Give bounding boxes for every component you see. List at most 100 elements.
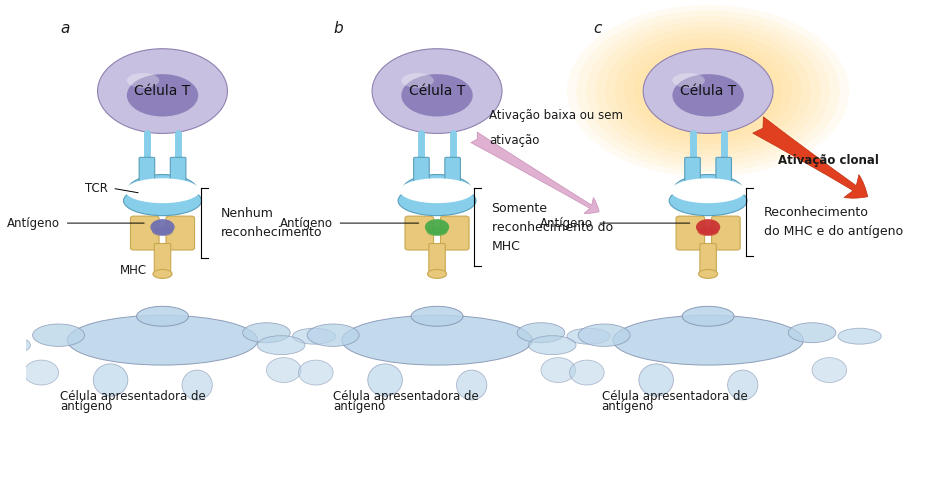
Text: Somente: Somente [492,202,547,215]
Ellipse shape [682,306,734,326]
Ellipse shape [411,306,463,326]
Ellipse shape [669,186,747,215]
Ellipse shape [298,360,333,385]
Ellipse shape [342,315,532,365]
Text: TCR: TCR [85,182,108,195]
Ellipse shape [812,358,846,383]
Text: Antígeno: Antígeno [7,216,60,229]
Text: MHC: MHC [119,264,147,277]
Ellipse shape [425,176,464,210]
Ellipse shape [267,358,301,383]
Ellipse shape [578,324,631,346]
Ellipse shape [633,43,782,139]
Text: Reconhecimento: Reconhecimento [764,206,869,219]
Text: reconhecimento: reconhecimento [220,226,322,239]
Text: Célula apresentadora de: Célula apresentadora de [602,390,747,403]
Text: c: c [593,22,601,36]
Ellipse shape [788,323,836,343]
Ellipse shape [425,219,449,235]
Ellipse shape [257,336,305,355]
Ellipse shape [673,174,744,207]
Ellipse shape [151,176,190,210]
Ellipse shape [94,364,128,396]
Ellipse shape [605,27,811,155]
Ellipse shape [644,49,773,133]
Ellipse shape [182,370,212,400]
Ellipse shape [615,32,802,150]
Ellipse shape [569,360,604,385]
Ellipse shape [670,178,745,203]
Ellipse shape [24,360,58,385]
Ellipse shape [410,176,449,210]
Ellipse shape [402,174,472,207]
Text: antígeno: antígeno [602,400,654,413]
FancyBboxPatch shape [711,216,740,250]
Ellipse shape [672,74,744,116]
Ellipse shape [457,370,487,400]
Ellipse shape [586,16,831,166]
FancyBboxPatch shape [414,157,430,194]
Text: Ativação clonal: Ativação clonal [778,154,879,167]
Text: Célula apresentadora de: Célula apresentadora de [333,390,479,403]
Text: Nenhum: Nenhum [220,207,273,220]
Ellipse shape [307,324,359,346]
Ellipse shape [401,73,433,88]
Text: Célula apresentadora de: Célula apresentadora de [60,390,206,403]
FancyBboxPatch shape [676,216,705,250]
Ellipse shape [400,178,474,203]
Ellipse shape [153,270,172,279]
Ellipse shape [428,270,446,279]
Ellipse shape [135,176,174,210]
FancyBboxPatch shape [429,243,445,277]
FancyBboxPatch shape [405,216,433,250]
Ellipse shape [567,5,849,177]
Ellipse shape [32,324,84,346]
FancyBboxPatch shape [700,243,717,277]
Ellipse shape [624,38,792,144]
Ellipse shape [152,227,173,236]
Ellipse shape [150,219,175,235]
Ellipse shape [517,323,565,343]
FancyBboxPatch shape [716,157,732,194]
Ellipse shape [529,336,576,355]
Ellipse shape [368,364,403,396]
Ellipse shape [128,174,197,207]
Text: antígeno: antígeno [333,400,385,413]
Ellipse shape [293,328,336,344]
Text: MHC: MHC [492,240,520,253]
Ellipse shape [398,186,476,215]
FancyBboxPatch shape [155,243,170,277]
Ellipse shape [123,186,202,215]
Ellipse shape [68,315,257,365]
FancyBboxPatch shape [166,216,194,250]
Ellipse shape [541,358,576,383]
Text: Célula T: Célula T [680,84,736,98]
Ellipse shape [696,176,735,210]
Ellipse shape [567,328,610,344]
Ellipse shape [728,370,757,400]
Text: reconhecimento do: reconhecimento do [492,221,613,234]
Ellipse shape [427,227,447,236]
Text: ativação: ativação [489,134,539,147]
Ellipse shape [577,11,840,172]
Text: Antígeno: Antígeno [540,216,593,229]
Ellipse shape [0,336,31,355]
Ellipse shape [838,328,882,344]
Ellipse shape [681,176,720,210]
Ellipse shape [125,178,200,203]
Text: b: b [333,22,343,36]
Ellipse shape [697,227,719,236]
Ellipse shape [698,270,718,279]
Text: Célula T: Célula T [409,84,465,98]
FancyBboxPatch shape [684,157,700,194]
Ellipse shape [672,73,705,88]
Ellipse shape [127,73,159,88]
Ellipse shape [243,323,290,343]
Ellipse shape [97,49,228,133]
Text: Antígeno: Antígeno [281,216,333,229]
Ellipse shape [401,74,473,116]
Ellipse shape [127,74,198,116]
Ellipse shape [696,219,720,235]
Ellipse shape [136,306,189,326]
FancyBboxPatch shape [444,157,460,194]
